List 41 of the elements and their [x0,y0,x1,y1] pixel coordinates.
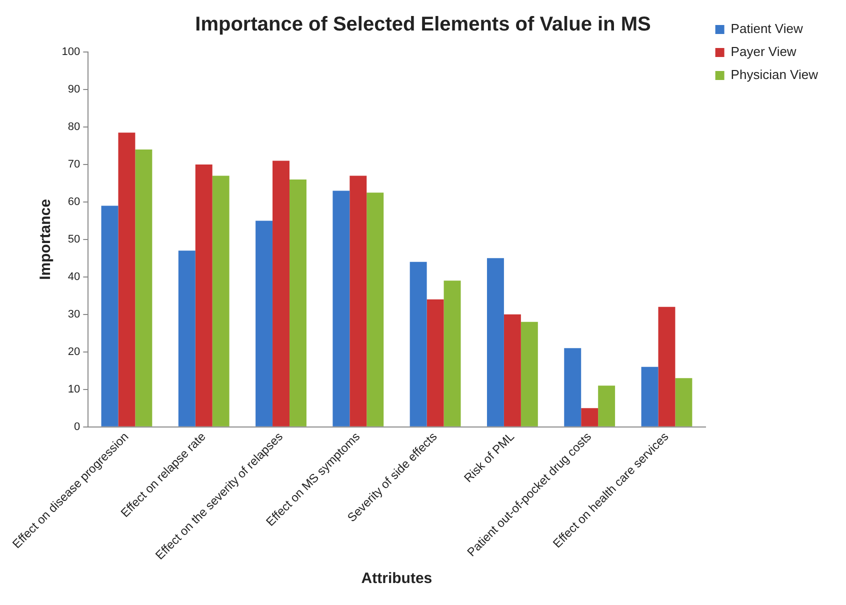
bar [444,280,461,426]
y-tick-label: 90 [68,84,80,96]
bar [332,190,350,426]
y-tick-label: 40 [68,270,80,283]
bar [520,322,538,426]
y-tick-label: 60 [68,196,80,208]
y-tick-label: 20 [68,346,80,358]
bar [118,132,136,426]
bar [366,192,384,426]
bar [564,348,582,426]
y-tick-label: 50 [68,233,80,246]
legend-label: Physician View [730,67,819,82]
bar [101,206,118,426]
y-tick-label: 30 [68,308,80,320]
bar [641,366,658,426]
y-tick-label: 80 [68,121,80,134]
legend-label: Payer View [730,44,797,60]
chart-title: Importance of Selected Elements of Value in MS [195,14,651,36]
bar [256,220,273,426]
y-axis-title: Importance [36,199,54,280]
bar [410,262,427,426]
legend-label: Patient View [730,21,804,36]
bar [289,179,306,426]
y-tick-label: 70 [68,158,80,170]
bar [598,386,616,426]
y-tick-label: 10 [68,383,80,396]
bar [135,149,152,426]
bar [195,164,212,426]
bar [486,258,504,426]
bar [426,299,444,426]
bar [350,176,367,426]
y-tick-label: 100 [62,46,80,58]
bar [581,408,598,426]
bar [212,176,230,426]
bar [504,314,521,426]
bar [658,306,676,426]
y-tick-label: 0 [74,420,80,433]
bar [178,250,196,426]
x-axis-title: Attributes [361,570,432,588]
bar [675,378,692,426]
bar [272,160,290,426]
